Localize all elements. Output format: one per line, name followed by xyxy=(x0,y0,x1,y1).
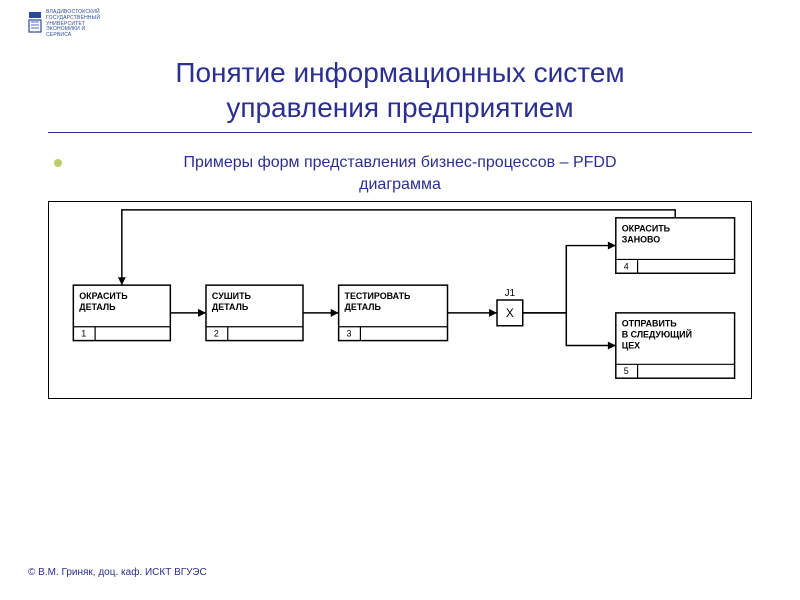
svg-text:3: 3 xyxy=(347,329,352,339)
svg-text:5: 5 xyxy=(624,366,629,376)
footer-copyright: © В.М. Гриняк, доц. каф. ИСКТ ВГУЭС xyxy=(28,567,207,578)
pfdd-diagram: ОКРАСИТЬДЕТАЛЬ1СУШИТЬДЕТАЛЬ2ТЕСТИРОВАТЬД… xyxy=(48,201,752,399)
logo-text: ВЛАДИВОСТОКСКИЙ ГОСУДАРСТВЕННЫЙ УНИВЕРСИ… xyxy=(46,10,100,39)
svg-text:ЗАНОВО: ЗАНОВО xyxy=(622,235,661,245)
svg-text:ОКРАСИТЬ: ОКРАСИТЬ xyxy=(79,291,128,301)
svg-text:В СЛЕДУЮЩИЙ: В СЛЕДУЮЩИЙ xyxy=(622,329,692,340)
svg-text:ТЕСТИРОВАТЬ: ТЕСТИРОВАТЬ xyxy=(345,291,411,301)
svg-text:X: X xyxy=(506,306,514,320)
svg-text:ОТПРАВИТЬ: ОТПРАВИТЬ xyxy=(622,319,678,329)
subtitle-line-2: диаграмма xyxy=(0,174,800,196)
logo-line: СЕРВИСА xyxy=(46,33,100,39)
svg-text:ДЕТАЛЬ: ДЕТАЛЬ xyxy=(212,302,249,312)
svg-text:ДЕТАЛЬ: ДЕТАЛЬ xyxy=(79,302,116,312)
svg-text:2: 2 xyxy=(214,329,219,339)
svg-text:ДЕТАЛЬ: ДЕТАЛЬ xyxy=(345,302,382,312)
svg-text:4: 4 xyxy=(624,261,629,271)
logo-mark-icon xyxy=(28,10,42,34)
node-n4: ОКРАСИТЬЗАНОВО 4 xyxy=(616,218,735,273)
org-logo: ВЛАДИВОСТОКСКИЙ ГОСУДАРСТВЕННЫЙ УНИВЕРСИ… xyxy=(28,10,100,39)
junction: X J1 xyxy=(497,288,523,326)
node-n3: ТЕСТИРОВАТЬДЕТАЛЬ 3 xyxy=(339,285,448,340)
svg-text:СУШИТЬ: СУШИТЬ xyxy=(212,291,252,301)
title-line-1: Понятие информационных систем xyxy=(0,55,800,90)
svg-text:ОКРАСИТЬ: ОКРАСИТЬ xyxy=(622,224,671,234)
subtitle-line-1: Примеры форм представления бизнес-процес… xyxy=(0,152,800,174)
svg-text:ЦЕХ: ЦЕХ xyxy=(622,341,640,351)
svg-text:1: 1 xyxy=(81,329,86,339)
title-line-2: управления предприятием xyxy=(0,90,800,125)
svg-text:J1: J1 xyxy=(505,288,516,299)
subtitle: Примеры форм представления бизнес-процес… xyxy=(0,152,800,195)
title-underline xyxy=(48,132,752,133)
node-n2: СУШИТЬДЕТАЛЬ 2 xyxy=(206,285,303,340)
node-n5: ОТПРАВИТЬВ СЛЕДУЮЩИЙЦЕХ 5 xyxy=(616,313,735,378)
node-n1: ОКРАСИТЬДЕТАЛЬ 1 xyxy=(73,285,170,340)
page-title: Понятие информационных систем управления… xyxy=(0,55,800,125)
diagram-canvas: ОКРАСИТЬДЕТАЛЬ1СУШИТЬДЕТАЛЬ2ТЕСТИРОВАТЬД… xyxy=(49,202,751,398)
